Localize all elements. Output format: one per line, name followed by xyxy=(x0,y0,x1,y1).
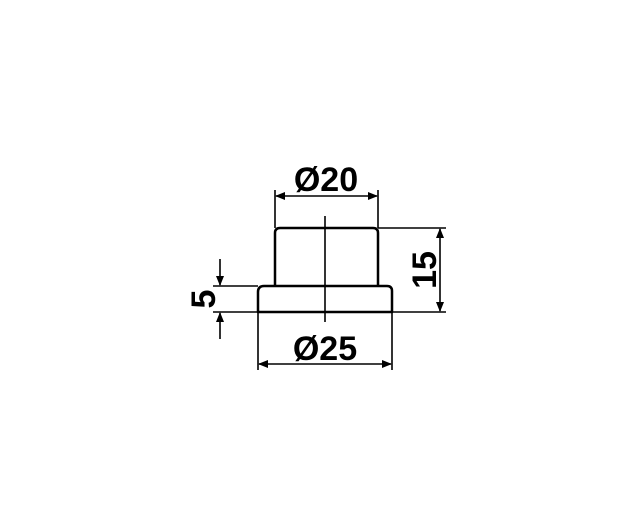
bottom-diameter-label: Ø25 xyxy=(293,330,357,368)
top-diameter-label: Ø20 xyxy=(294,161,358,199)
flange-height-label: 5 xyxy=(185,290,223,309)
upper-cylinder-outline xyxy=(273,226,380,286)
dimension-bottom-diameter: Ø25 xyxy=(257,312,393,370)
bushing-part xyxy=(256,216,394,322)
dimension-total-height: 15 xyxy=(378,227,446,313)
total-height-label: 15 xyxy=(406,251,444,289)
dimension-flange-height: 5 xyxy=(185,259,258,339)
dimension-top-diameter: Ø20 xyxy=(274,161,379,228)
